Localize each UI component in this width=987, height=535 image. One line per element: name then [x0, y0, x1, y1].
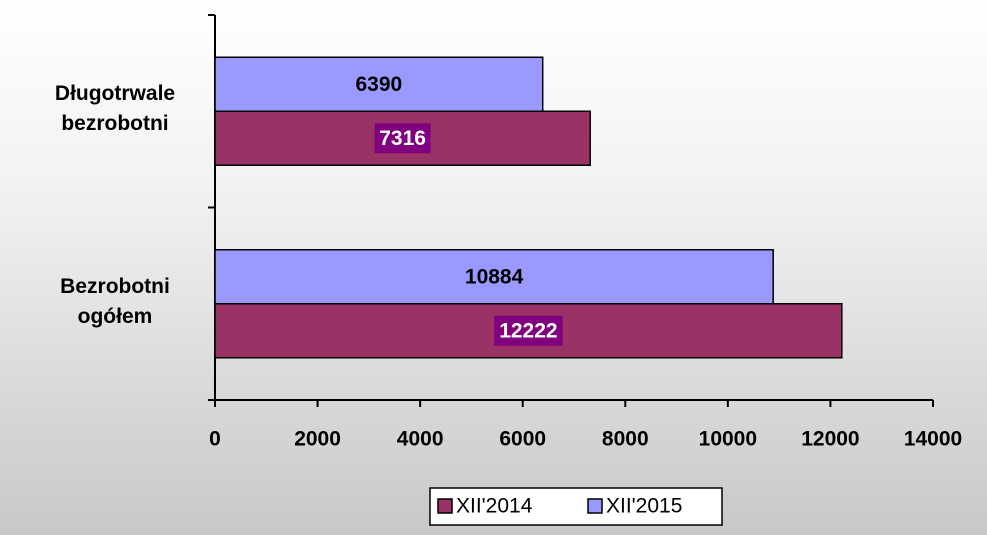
data-label: 12222 — [499, 319, 557, 342]
data-label-box — [494, 315, 563, 346]
x-tick-label: 2000 — [294, 428, 341, 451]
bar — [214, 249, 774, 305]
x-tick-label: 6000 — [499, 428, 546, 451]
x-tick-label: 14000 — [904, 428, 962, 451]
category-label: Długotrwale bezrobotni — [54, 82, 176, 136]
data-label-box — [374, 123, 431, 154]
bar — [214, 56, 544, 112]
category-label: Bezrobotni ogółem — [60, 274, 170, 328]
x-tick-label: 12000 — [801, 428, 859, 451]
x-tick-label: 4000 — [397, 428, 444, 451]
x-tick-label: 0 — [209, 428, 221, 451]
legend-swatch — [587, 498, 603, 514]
x-tick-label: 10000 — [699, 428, 757, 451]
legend-box — [429, 487, 723, 526]
data-label: 6390 — [355, 73, 402, 96]
data-label: 10884 — [465, 265, 524, 288]
legend-swatch — [437, 498, 453, 514]
legend-label: XII'2015 — [606, 495, 682, 518]
x-tick-label: 8000 — [602, 428, 649, 451]
data-label: 7316 — [379, 127, 426, 150]
legend-label: XII'2014 — [456, 495, 533, 518]
